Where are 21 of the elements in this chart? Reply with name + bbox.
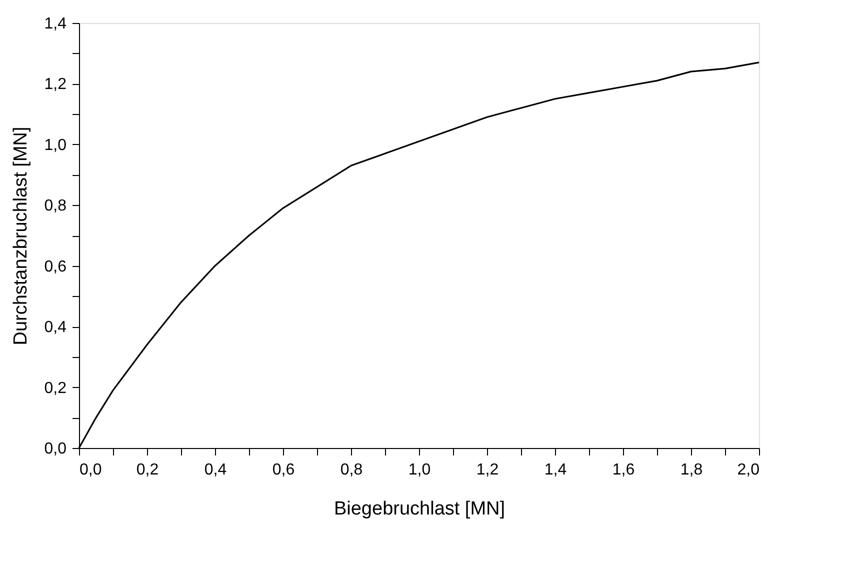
y-tick-label: 0,0: [44, 440, 67, 458]
y-tick-label: 0,6: [44, 258, 67, 276]
y-tick-label: 1,4: [44, 16, 67, 32]
x-tick-label: 1,2: [476, 462, 499, 478]
y-tick-label: 0,4: [44, 319, 67, 336]
x-tick-label: 0,4: [204, 462, 227, 478]
x-tick-label: 0,2: [136, 462, 159, 478]
x-tick-label: 1,8: [680, 462, 703, 478]
x-tick-label: 2,0: [737, 462, 760, 478]
x-tick-label: 0,6: [272, 462, 295, 478]
y-axis-title: Durchstanzbruchlast [MN]: [10, 126, 32, 346]
x-tick-label: 1,6: [612, 462, 635, 478]
y-tick-label: 0,2: [44, 380, 67, 397]
y-tick-label: 1,2: [44, 76, 67, 94]
x-tick-label: 0,0: [80, 462, 102, 478]
y-tick-label: 0,8: [44, 198, 67, 215]
x-axis-title: Biegebruchlast [MN]: [334, 498, 506, 520]
x-tick-label: 1,4: [544, 462, 567, 478]
x-tick-label: 0,8: [340, 462, 363, 478]
x-tick-label: 1,0: [408, 462, 431, 478]
y-tick-label: 1,0: [44, 136, 67, 154]
